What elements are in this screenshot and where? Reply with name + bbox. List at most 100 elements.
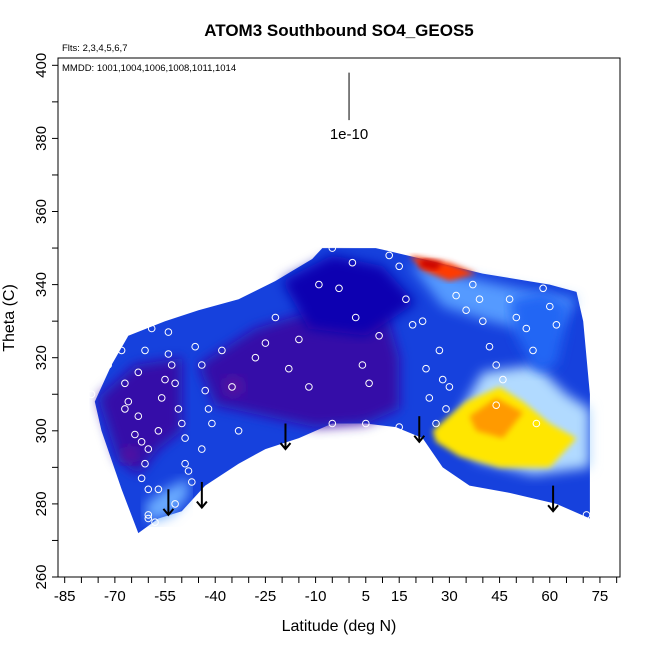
data-point: [131, 430, 139, 439]
flights-subtitle: Flts: 2,3,4,5,6,7: [62, 43, 127, 54]
x-tick-label: -85: [54, 588, 76, 605]
x-tick-label: -55: [154, 588, 176, 605]
data-point: [181, 459, 189, 468]
heat-region-north-hotspot-core: [469, 397, 523, 439]
heat-region-upper-mid-dark: [282, 255, 416, 336]
data-point: [485, 342, 494, 351]
data-point: [141, 459, 149, 468]
data-point: [228, 383, 236, 391]
data-point: [529, 346, 537, 355]
data-point: [512, 313, 521, 322]
data-point: [539, 284, 547, 293]
data-point: [505, 295, 514, 304]
data-point: [425, 394, 434, 402]
data-point: [157, 394, 166, 402]
data-point: [285, 364, 293, 373]
data-point: [198, 361, 206, 369]
data-point: [164, 350, 173, 358]
data-point: [315, 280, 323, 289]
data-point: [208, 419, 216, 428]
data-point: [181, 434, 189, 442]
data-point: [452, 291, 460, 300]
data-point: [435, 346, 444, 355]
data-point: [124, 397, 133, 406]
data-points: [87, 244, 591, 527]
data-point: [445, 383, 454, 391]
data-point: [295, 335, 303, 344]
data-point: [358, 361, 367, 369]
data-point: [151, 518, 159, 527]
heat-region-top-hotspot-core: [419, 259, 443, 270]
dates-subtitle: MMDD: 1001,1004,1006,1008,1011,1014: [62, 63, 236, 74]
data-point: [492, 361, 501, 369]
data-point: [191, 342, 199, 351]
x-axis: -85 -70 -55 -40 -25 -10 5 15 30 45 60 75: [54, 577, 618, 605]
heat-region-pale-margin-south: [145, 478, 189, 523]
x-tick-label: -40: [204, 588, 226, 605]
data-point: [164, 328, 173, 336]
y-tick-label: 380: [33, 126, 50, 151]
x-axis-label: Latitude (deg N): [282, 618, 397, 635]
data-point: [134, 368, 143, 377]
data-point: [171, 500, 179, 508]
scale-label: 1e-10: [330, 126, 368, 143]
data-point: [432, 419, 440, 428]
x-tick-label: 75: [592, 588, 609, 605]
x-tick-label: 5: [362, 588, 370, 605]
data-point: [141, 346, 149, 355]
data-point: [144, 445, 153, 453]
data-point: [121, 405, 129, 413]
data-point: [442, 405, 450, 413]
heat-region-purple-spot-2: [121, 445, 139, 464]
flight-arrow: [162, 489, 175, 517]
data-point: [154, 427, 163, 435]
y-axis-label: Theta (C): [1, 284, 18, 352]
data-point: [395, 423, 404, 431]
y-tick-label: 360: [33, 199, 50, 224]
data-point: [161, 375, 169, 384]
data-point: [198, 445, 206, 453]
data-point: [271, 313, 280, 322]
data-point: [188, 478, 196, 486]
flight-arrow: [196, 481, 208, 510]
y-tick-label: 340: [33, 272, 50, 297]
scale-indicator: 1e-10: [330, 72, 368, 143]
data-point: [408, 321, 417, 329]
y-tick-label: 260: [33, 564, 50, 589]
flight-arrow: [279, 423, 292, 451]
data-point: [385, 251, 394, 260]
data-point: [201, 386, 209, 395]
data-point: [402, 295, 410, 304]
data-point: [144, 485, 153, 494]
x-tick-label: -10: [305, 588, 327, 605]
data-point: [137, 438, 146, 446]
data-point: [167, 361, 176, 369]
data-point: [178, 419, 186, 428]
data-point: [104, 361, 112, 369]
y-tick-label: 300: [33, 418, 50, 443]
x-tick-label: 45: [491, 588, 508, 605]
heatmap-layer: [94, 248, 590, 534]
data-point: [328, 244, 337, 252]
y-tick-label: 400: [33, 53, 50, 78]
data-point: [137, 474, 146, 483]
data-point: [134, 412, 143, 421]
data-point: [351, 313, 360, 322]
data-point: [174, 405, 183, 413]
data-point: [532, 419, 541, 428]
chart-title: ATOM3 Southbound SO4_GEOS5: [204, 21, 474, 40]
data-point: [499, 375, 507, 384]
data-point: [469, 280, 477, 289]
data-point: [522, 324, 531, 333]
data-point: [144, 514, 153, 523]
data-point: [87, 390, 96, 399]
x-tick-label: 60: [541, 588, 558, 605]
data-point: [362, 419, 370, 428]
data-point: [552, 321, 561, 329]
data-point: [492, 401, 501, 410]
data-point: [154, 485, 163, 494]
flight-arrow: [547, 485, 559, 513]
y-tick-label: 320: [33, 345, 50, 370]
heat-region-purple-spot-1: [221, 376, 246, 398]
